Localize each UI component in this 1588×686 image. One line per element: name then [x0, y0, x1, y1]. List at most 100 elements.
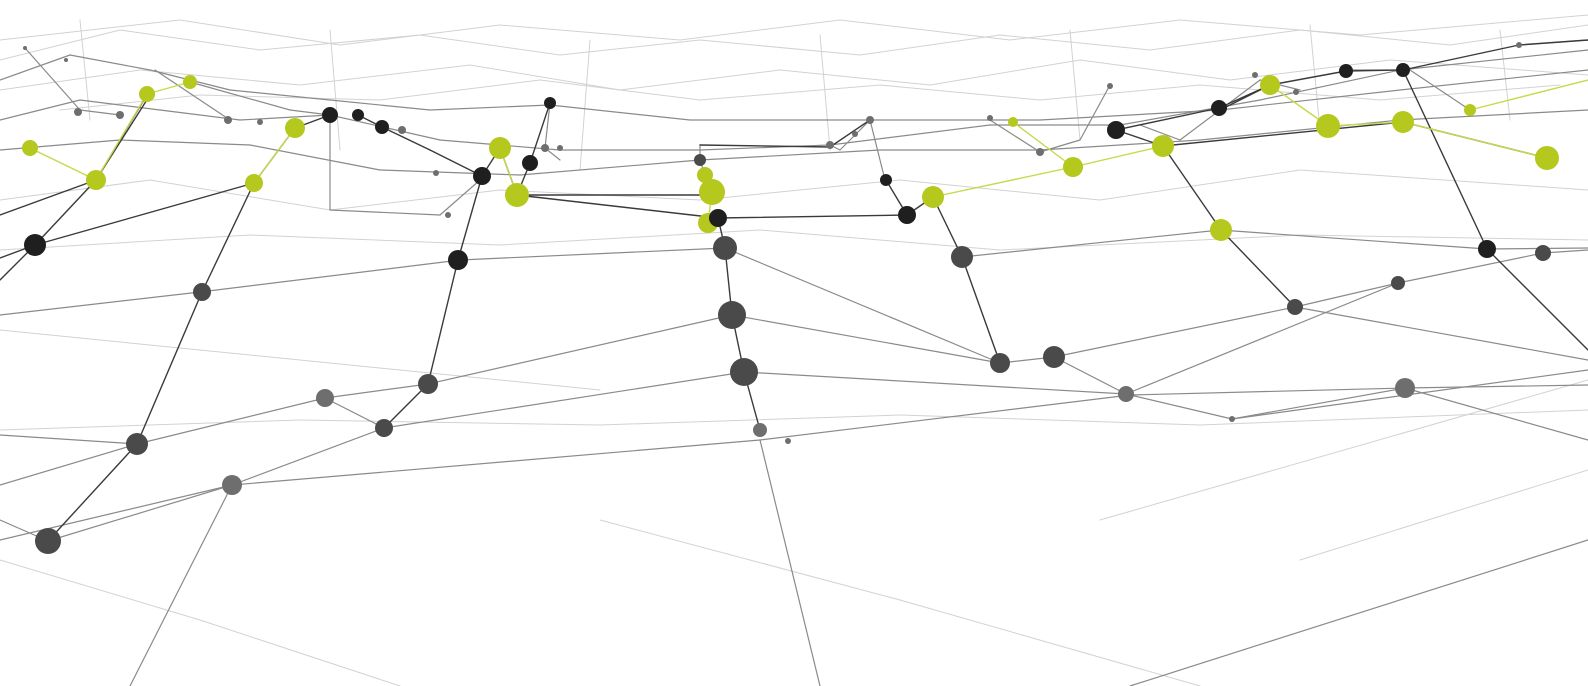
link — [34, 182, 255, 246]
link — [519, 159, 701, 176]
faint-link — [199, 94, 381, 101]
link — [1115, 107, 1220, 131]
node — [1107, 121, 1125, 139]
faint-link — [929, 59, 1081, 86]
link — [324, 397, 385, 429]
background-links-layer — [0, 14, 1588, 686]
node — [1118, 386, 1134, 402]
faint-link — [1359, 14, 1588, 36]
link — [329, 209, 441, 216]
link — [383, 371, 745, 429]
accent-node — [1152, 135, 1174, 157]
link — [1162, 121, 1404, 147]
faint-link — [1199, 409, 1588, 426]
faint-link — [249, 234, 501, 246]
accent-link — [1402, 121, 1548, 159]
faint-link — [329, 189, 501, 211]
link — [129, 484, 233, 686]
link — [1219, 229, 1488, 250]
accent-node — [1008, 117, 1018, 127]
accent-node — [697, 167, 713, 183]
node — [1252, 72, 1258, 78]
node — [352, 109, 364, 121]
link — [961, 256, 1001, 364]
faint-link — [149, 179, 331, 211]
link — [1039, 109, 1221, 121]
node — [398, 126, 406, 134]
node — [753, 423, 767, 437]
faint-link — [839, 19, 1011, 41]
accent-node — [139, 86, 155, 102]
accent-node — [183, 75, 197, 89]
faint-link — [0, 419, 301, 431]
faint-link — [999, 34, 1151, 51]
node — [448, 250, 468, 270]
node — [1516, 42, 1522, 48]
faint-link — [119, 29, 261, 51]
link — [1409, 69, 1471, 111]
link — [869, 119, 886, 181]
node — [224, 116, 232, 124]
node — [222, 475, 242, 495]
faint-link — [699, 179, 901, 201]
faint-link — [579, 39, 591, 171]
link — [1397, 252, 1544, 284]
node — [322, 107, 338, 123]
accent-link — [95, 93, 148, 181]
node — [866, 116, 874, 124]
link — [1129, 539, 1588, 686]
faint-link — [339, 24, 501, 46]
faint-link — [899, 179, 1101, 201]
link — [1345, 69, 1404, 72]
link — [201, 182, 255, 293]
node — [880, 174, 892, 186]
accent-node — [1464, 104, 1476, 116]
link — [1231, 387, 1406, 420]
link — [0, 54, 71, 81]
faint-link — [599, 414, 901, 426]
link — [429, 149, 483, 177]
link — [1125, 393, 1233, 420]
link — [1399, 109, 1588, 121]
link — [0, 484, 233, 541]
link — [0, 139, 121, 151]
accent-link — [1469, 79, 1588, 111]
link — [249, 144, 381, 171]
link — [1079, 84, 1111, 141]
link — [79, 99, 161, 111]
node — [541, 144, 549, 152]
link — [379, 169, 521, 176]
node — [1229, 416, 1235, 422]
node — [316, 389, 334, 407]
node — [826, 141, 834, 149]
link — [731, 314, 1001, 364]
faint-link — [699, 39, 861, 56]
link — [1039, 139, 1201, 151]
faint-link — [179, 19, 341, 46]
faint-link — [559, 39, 701, 56]
link — [932, 196, 963, 258]
node — [785, 438, 791, 444]
link — [429, 104, 551, 111]
node — [24, 234, 46, 256]
accent-node — [1392, 111, 1414, 133]
link — [0, 443, 138, 486]
link — [79, 109, 121, 116]
accent-link — [932, 166, 1074, 198]
link — [717, 214, 908, 219]
faint-link — [299, 64, 471, 86]
accent-node — [1260, 75, 1280, 95]
node — [433, 170, 439, 176]
faint-link — [1069, 29, 1081, 141]
faint-link — [1009, 19, 1181, 41]
link — [24, 47, 81, 111]
link — [1162, 145, 1222, 231]
faint-link — [299, 419, 601, 426]
node — [23, 46, 27, 50]
link — [743, 371, 1127, 395]
faint-link — [419, 34, 561, 56]
link — [0, 434, 138, 445]
faint-link — [0, 179, 151, 201]
faint-link — [539, 79, 701, 101]
